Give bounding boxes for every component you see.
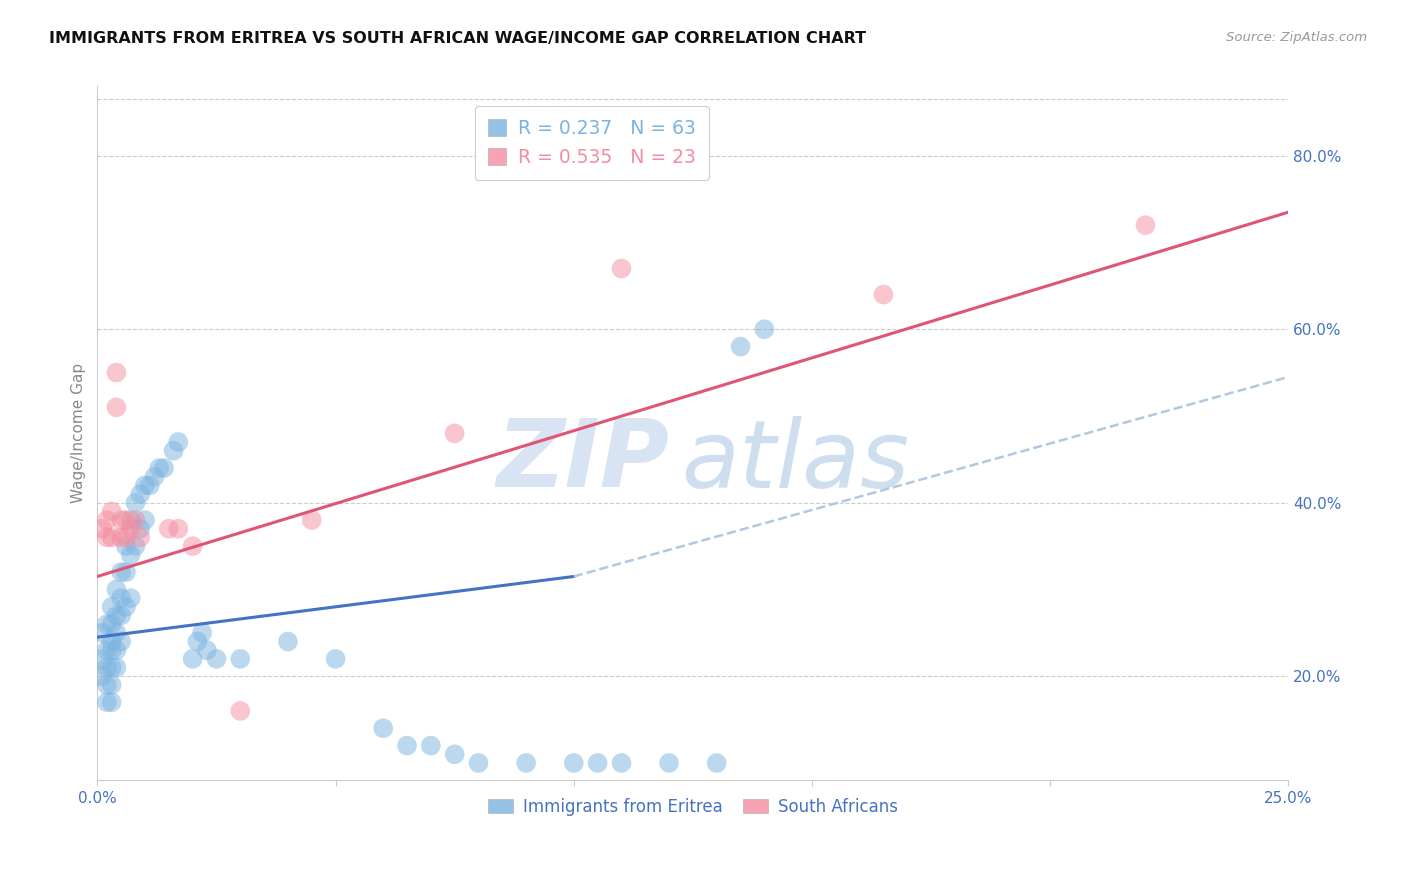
Point — [443, 426, 465, 441]
Point — [181, 539, 204, 553]
Point — [1135, 218, 1157, 232]
Text: atlas: atlas — [681, 416, 910, 507]
Point — [157, 522, 180, 536]
Point — [105, 366, 128, 380]
Point — [301, 513, 323, 527]
Point — [91, 625, 114, 640]
Point — [325, 652, 347, 666]
Point — [100, 617, 122, 632]
Point — [120, 548, 142, 562]
Point — [115, 530, 138, 544]
Point — [191, 625, 214, 640]
Point — [100, 634, 122, 648]
Y-axis label: Wage/Income Gap: Wage/Income Gap — [72, 363, 86, 503]
Point — [115, 539, 138, 553]
Point — [153, 461, 176, 475]
Point — [706, 756, 728, 770]
Point — [872, 287, 894, 301]
Point — [96, 660, 118, 674]
Point — [100, 643, 122, 657]
Point — [100, 504, 122, 518]
Point — [115, 565, 138, 579]
Point — [277, 634, 299, 648]
Point — [96, 643, 118, 657]
Point — [148, 461, 170, 475]
Point — [115, 599, 138, 614]
Point — [96, 678, 118, 692]
Point — [96, 617, 118, 632]
Point — [586, 756, 609, 770]
Point — [100, 530, 122, 544]
Point — [115, 513, 138, 527]
Point — [91, 669, 114, 683]
Point — [110, 513, 132, 527]
Point — [120, 513, 142, 527]
Text: ZIP: ZIP — [496, 415, 669, 507]
Point — [124, 513, 146, 527]
Point — [229, 652, 252, 666]
Point — [205, 652, 228, 666]
Point — [129, 530, 152, 544]
Point — [96, 513, 118, 527]
Point — [124, 496, 146, 510]
Point — [129, 522, 152, 536]
Point — [167, 522, 190, 536]
Point — [195, 643, 218, 657]
Point — [373, 721, 395, 735]
Point — [120, 591, 142, 606]
Point — [110, 530, 132, 544]
Point — [91, 522, 114, 536]
Point — [110, 565, 132, 579]
Point — [186, 634, 208, 648]
Point — [229, 704, 252, 718]
Point — [139, 478, 162, 492]
Point — [395, 739, 418, 753]
Point — [143, 469, 166, 483]
Point — [610, 261, 633, 276]
Point — [610, 756, 633, 770]
Point — [120, 522, 142, 536]
Point — [754, 322, 776, 336]
Point — [110, 634, 132, 648]
Point — [562, 756, 585, 770]
Point — [110, 608, 132, 623]
Text: IMMIGRANTS FROM ERITREA VS SOUTH AFRICAN WAGE/INCOME GAP CORRELATION CHART: IMMIGRANTS FROM ERITREA VS SOUTH AFRICAN… — [49, 31, 866, 46]
Point — [110, 591, 132, 606]
Point — [515, 756, 537, 770]
Point — [105, 625, 128, 640]
Point — [134, 478, 156, 492]
Point — [96, 530, 118, 544]
Point — [730, 340, 752, 354]
Point — [162, 443, 184, 458]
Point — [105, 660, 128, 674]
Point — [134, 513, 156, 527]
Point — [100, 678, 122, 692]
Point — [105, 401, 128, 415]
Point — [658, 756, 681, 770]
Point — [181, 652, 204, 666]
Point — [91, 652, 114, 666]
Point — [96, 695, 118, 709]
Text: Source: ZipAtlas.com: Source: ZipAtlas.com — [1226, 31, 1367, 45]
Point — [129, 487, 152, 501]
Legend: Immigrants from Eritrea, South Africans: Immigrants from Eritrea, South Africans — [479, 789, 905, 824]
Point — [105, 608, 128, 623]
Point — [419, 739, 441, 753]
Point — [100, 660, 122, 674]
Point — [105, 582, 128, 597]
Point — [124, 539, 146, 553]
Point — [443, 747, 465, 762]
Point — [100, 599, 122, 614]
Point — [167, 435, 190, 450]
Point — [100, 695, 122, 709]
Point — [105, 643, 128, 657]
Point — [467, 756, 489, 770]
